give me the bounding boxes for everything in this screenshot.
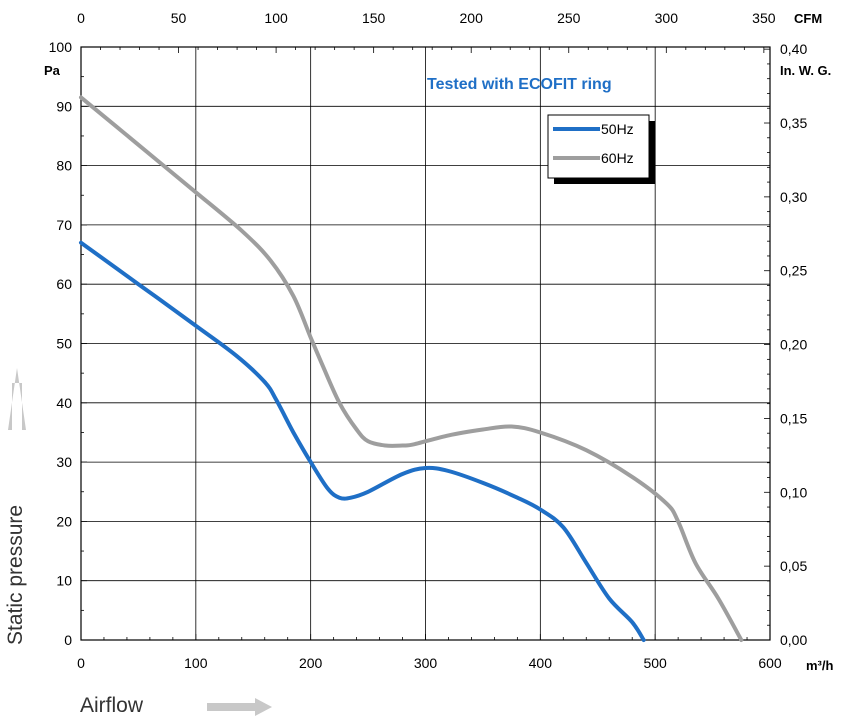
y-right-tick-label: 0,35 [780, 115, 807, 131]
x-axis-arrow-icon [207, 698, 272, 716]
x-top-tick-label: 150 [362, 10, 386, 26]
x-top-tick-label: 0 [77, 10, 85, 26]
plot-frame [80, 46, 771, 641]
tested-with-annotation: Tested with ECOFIT ring [427, 76, 612, 93]
tick-labels: 0 100 200 300 400 500 600010203040506070809010… [49, 10, 808, 671]
y-axis-title-group: Static pressure [4, 368, 27, 645]
y-tick-label: 70 [56, 217, 72, 233]
x-tick-label: 200 [299, 655, 323, 671]
x-top-tick-label: 200 [460, 10, 484, 26]
y-right-tick-label: 0,20 [780, 337, 807, 353]
y-right-tick-label: 0,40 [780, 41, 807, 57]
y-tick-label: 30 [56, 454, 72, 470]
y-unit-label: Pa [44, 63, 61, 78]
y-right-tick-label: 0,00 [780, 632, 807, 648]
x-unit-label: m³/h [806, 658, 834, 673]
series-lines [79, 95, 744, 642]
x-tick-label: 300 [414, 655, 438, 671]
y-tick-label: 40 [56, 395, 72, 411]
y-tick-label: 60 [56, 276, 72, 292]
y-tick-label: 100 [49, 39, 73, 55]
y-right-unit-label: In. W. G. [780, 63, 831, 78]
x-axis-title: Airflow [80, 694, 144, 717]
x-tick-label: 400 [529, 655, 553, 671]
x-tick-label: 0 [77, 655, 85, 671]
legend-box [547, 114, 650, 179]
y-axis-title: Static pressure [4, 505, 27, 645]
y-tick-label: 20 [56, 513, 72, 529]
legend-label-50hz: 50Hz [601, 121, 634, 137]
y-tick-label: 80 [56, 158, 72, 174]
y-tick-label: 0 [64, 632, 72, 648]
x-top-tick-label: 300 [655, 10, 679, 26]
x-top-tick-label: 250 [557, 10, 581, 26]
x-tick-label: 100 [184, 655, 208, 671]
x-top-tick-label: 350 [752, 10, 776, 26]
x-tick-label: 600 [758, 655, 782, 671]
legend-label-60hz: 60Hz [601, 150, 634, 166]
y-tick-label: 10 [56, 573, 72, 589]
y-tick-label: 50 [56, 336, 72, 352]
y-right-tick-label: 0,10 [780, 484, 807, 500]
y-right-tick-label: 0,30 [780, 189, 807, 205]
series-line-60hz [79, 95, 744, 642]
x-top-tick-label: 50 [171, 10, 187, 26]
y-right-tick-label: 0,25 [780, 263, 807, 279]
series-line-50hz [79, 240, 646, 642]
y-axis-arrow-icon [8, 368, 26, 430]
x-tick-label: 500 [643, 655, 667, 671]
y-tick-label: 90 [56, 98, 72, 114]
grid-lines [81, 47, 770, 640]
legend: 50Hz 60Hz [547, 114, 655, 184]
x-top-tick-label: 100 [264, 10, 288, 26]
x-axis-title-group: Airflow [80, 694, 272, 717]
x-top-unit-label: CFM [794, 11, 822, 26]
y-right-tick-label: 0,05 [780, 558, 807, 574]
y-right-tick-label: 0,15 [780, 410, 807, 426]
